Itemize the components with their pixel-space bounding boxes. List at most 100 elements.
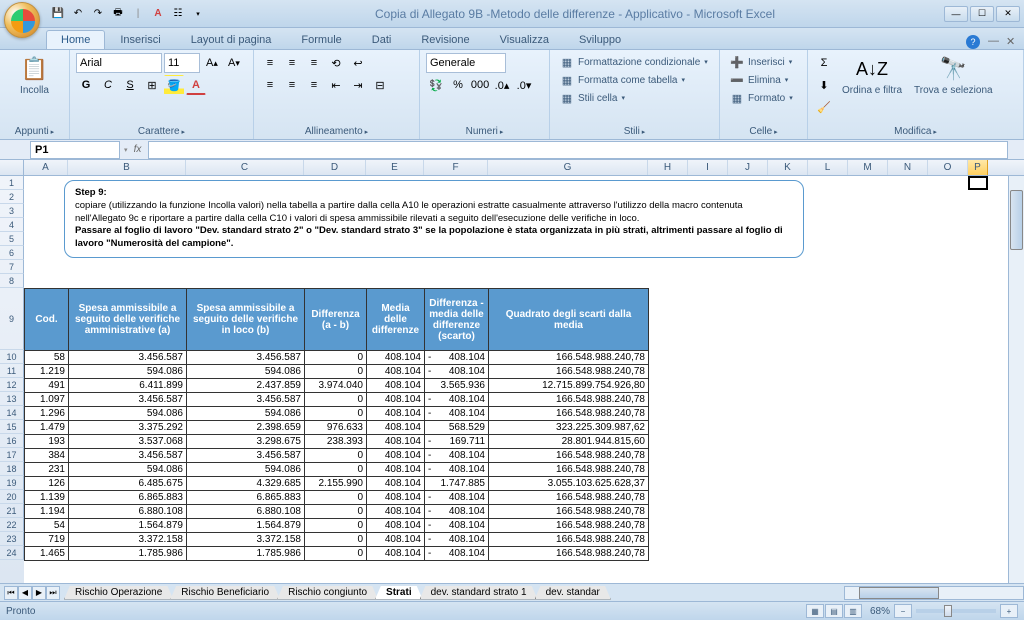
col-header-J[interactable]: J [728, 160, 768, 175]
table-cell[interactable]: 0 [305, 463, 367, 477]
table-cell[interactable]: 238.393 [305, 435, 367, 449]
ribbon-tab-sviluppo[interactable]: Sviluppo [564, 30, 636, 49]
font-color-button[interactable]: A [186, 75, 206, 95]
ribbon-tab-revisione[interactable]: Revisione [406, 30, 484, 49]
underline-button[interactable]: S [120, 75, 140, 95]
view-layout-button[interactable]: ▤ [825, 604, 843, 618]
table-cell[interactable]: 408.104 [367, 393, 425, 407]
table-cell[interactable]: 58 [25, 351, 69, 365]
table-cell[interactable]: 594.086 [187, 463, 305, 477]
sheet-first-button[interactable]: ⏮ [4, 586, 18, 600]
zoom-thumb[interactable] [944, 605, 952, 617]
table-cell[interactable]: 408.104 [367, 477, 425, 491]
view-pagebreak-button[interactable]: ▥ [844, 604, 862, 618]
table-cell[interactable]: 1.097 [25, 393, 69, 407]
table-cell[interactable]: 0 [305, 351, 367, 365]
table-cell[interactable]: 3.537.068 [69, 435, 187, 449]
table-cell[interactable]: 1.194 [25, 505, 69, 519]
table-cell[interactable]: 4.329.685 [187, 477, 305, 491]
col-header-F[interactable]: F [424, 160, 488, 175]
sheet-prev-button[interactable]: ◀ [18, 586, 32, 600]
table-cell[interactable]: 0 [305, 505, 367, 519]
table-cell[interactable]: 166.548.988.240,78 [489, 351, 649, 365]
table-cell[interactable]: 166.548.988.240,78 [489, 533, 649, 547]
group-clipboard[interactable]: Appunti [6, 125, 63, 138]
table-cell[interactable]: 408.104 [425, 491, 489, 505]
sheet-tab-rischio-congiunto[interactable]: Rischio congiunto [277, 586, 378, 600]
print-icon[interactable]: 🖶 [110, 6, 126, 22]
undo-icon[interactable]: ↶ [70, 6, 86, 22]
row-header-20[interactable]: 20 [0, 490, 24, 504]
row-header-16[interactable]: 16 [0, 434, 24, 448]
table-cell[interactable]: 408.104 [425, 547, 489, 561]
table-cell[interactable]: 166.548.988.240,78 [489, 491, 649, 505]
ribbon-tab-dati[interactable]: Dati [357, 30, 407, 49]
table-cell[interactable]: 408.104 [425, 519, 489, 533]
row-header-10[interactable]: 10 [0, 350, 24, 364]
table-cell[interactable]: 6.880.108 [69, 505, 187, 519]
row-header-18[interactable]: 18 [0, 462, 24, 476]
row-header-8[interactable]: 8 [0, 274, 24, 288]
ribbon-tab-formule[interactable]: Formule [286, 30, 356, 49]
table-cell[interactable]: 323.225.309.987,62 [489, 421, 649, 435]
shrink-font-button[interactable]: A▾ [224, 53, 244, 73]
table-cell[interactable]: 1.479 [25, 421, 69, 435]
align-right-button[interactable]: ≡ [304, 75, 324, 95]
col-header-K[interactable]: K [768, 160, 808, 175]
table-cell[interactable]: 3.456.587 [69, 449, 187, 463]
table-cell[interactable]: 408.104 [425, 365, 489, 379]
row-header-21[interactable]: 21 [0, 504, 24, 518]
group-font[interactable]: Carattere [76, 125, 247, 138]
delete-cells-button[interactable]: ➖Elimina▾ [726, 71, 801, 89]
row-header-15[interactable]: 15 [0, 420, 24, 434]
name-box[interactable] [30, 141, 120, 159]
sheet-tab-rischio-operazione[interactable]: Rischio Operazione [64, 586, 173, 600]
table-cell[interactable]: 231 [25, 463, 69, 477]
table-cell[interactable]: 3.565.936 [425, 379, 489, 393]
wrap-text-button[interactable]: ↩ [348, 53, 368, 73]
table-cell[interactable]: 408.104 [425, 407, 489, 421]
align-middle-button[interactable]: ≡ [282, 53, 302, 73]
table-cell[interactable]: 408.104 [367, 547, 425, 561]
table-cell[interactable]: 3.055.103.625.628,37 [489, 477, 649, 491]
table-cell[interactable]: 1.785.986 [69, 547, 187, 561]
col-header-D[interactable]: D [304, 160, 366, 175]
dec-decimal-button[interactable]: .0▾ [514, 75, 534, 95]
table-cell[interactable]: 408.104 [367, 407, 425, 421]
ribbon-tab-visualizza[interactable]: Visualizza [485, 30, 564, 49]
table-cell[interactable]: 2.398.659 [187, 421, 305, 435]
table-cell[interactable]: 1.564.879 [69, 519, 187, 533]
table-cell[interactable]: 1.747.885 [425, 477, 489, 491]
col-header-H[interactable]: H [648, 160, 688, 175]
table-cell[interactable]: 408.104 [367, 379, 425, 393]
redo-icon[interactable]: ↷ [90, 6, 106, 22]
table-cell[interactable]: 491 [25, 379, 69, 393]
row-header-23[interactable]: 23 [0, 532, 24, 546]
table-cell[interactable]: 408.104 [425, 505, 489, 519]
table-cell[interactable]: 408.104 [367, 421, 425, 435]
chart-icon[interactable]: ☷ [170, 6, 186, 22]
ribbon-tab-layout-di-pagina[interactable]: Layout di pagina [176, 30, 287, 49]
table-cell[interactable]: 6.865.883 [187, 491, 305, 505]
minimize-button[interactable]: — [944, 6, 968, 22]
table-cell[interactable]: 169.711 [425, 435, 489, 449]
row-header-14[interactable]: 14 [0, 406, 24, 420]
table-cell[interactable]: 2.155.990 [305, 477, 367, 491]
increase-indent-button[interactable]: ⇥ [348, 75, 368, 95]
maximize-button[interactable]: ☐ [970, 6, 994, 22]
table-cell[interactable]: 0 [305, 365, 367, 379]
table-cell[interactable]: 594.086 [187, 407, 305, 421]
col-header-E[interactable]: E [366, 160, 424, 175]
view-normal-button[interactable]: ▦ [806, 604, 824, 618]
col-header-A[interactable]: A [24, 160, 68, 175]
ribbon-tab-inserisci[interactable]: Inserisci [105, 30, 175, 49]
table-cell[interactable]: 2.437.859 [187, 379, 305, 393]
thousands-button[interactable]: 000 [470, 75, 490, 95]
row-header-6[interactable]: 6 [0, 246, 24, 260]
grow-font-button[interactable]: A▴ [202, 53, 222, 73]
table-cell[interactable]: 408.104 [367, 463, 425, 477]
number-format-select[interactable] [426, 53, 506, 73]
decrease-indent-button[interactable]: ⇤ [326, 75, 346, 95]
table-cell[interactable]: 0 [305, 533, 367, 547]
table-cell[interactable]: 408.104 [367, 435, 425, 449]
